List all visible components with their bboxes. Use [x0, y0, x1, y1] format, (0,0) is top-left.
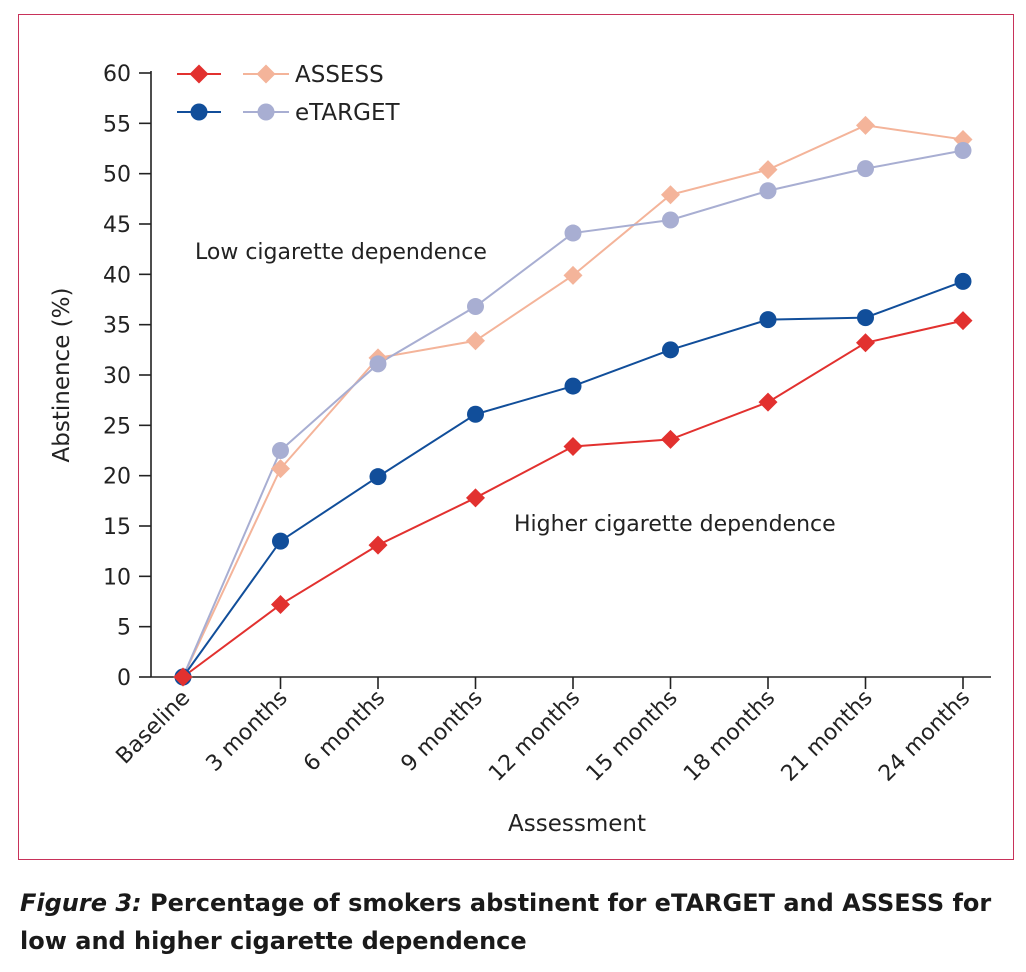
legend-marker-light [256, 64, 276, 84]
data-point-assess-3 [856, 333, 875, 353]
y-tick-label: 55 [103, 112, 131, 137]
legend-marker-dark [190, 103, 208, 121]
data-point-assess-3 [271, 595, 290, 615]
data-point-assess-0 [563, 265, 583, 285]
data-point-etarget-2 [759, 311, 777, 329]
x-tick-label: 24 months [874, 686, 975, 787]
x-tick-label: Baseline [112, 686, 196, 770]
data-point-etarget-1 [954, 142, 972, 160]
data-point-etarget-1 [272, 442, 289, 459]
data-point-etarget-1 [662, 211, 679, 229]
data-point-assess-0 [466, 331, 485, 351]
data-point-assess-3 [758, 392, 778, 412]
data-point-assess-0 [661, 185, 680, 205]
figure-frame: 0 5 10 15 20 25 30 35 40 45 50 55 60 Baseline 3 months… [18, 14, 1014, 860]
figure-caption-label: Figure 3: [20, 889, 142, 917]
data-point-etarget-2 [467, 405, 484, 423]
x-tick-label: 15 months [582, 686, 683, 787]
y-tick-label: 25 [103, 414, 131, 439]
y-tick-label: 10 [103, 565, 131, 590]
legend-marker-dark [189, 64, 209, 84]
data-point-etarget-1 [467, 298, 484, 316]
y-tick-label: 30 [103, 364, 131, 389]
series-line-assess-3 [182, 319, 964, 678]
data-point-etarget-1 [759, 182, 777, 200]
data-point-etarget-2 [272, 532, 289, 550]
x-tick-label: 6 months [299, 686, 390, 777]
data-point-assess-3 [368, 535, 388, 555]
y-tick-label: 45 [103, 213, 131, 238]
figure-caption-text: Percentage of smokers abstinent for eTAR… [20, 889, 992, 955]
y-tick-label: 60 [103, 62, 131, 87]
data-point-etarget-1 [564, 224, 582, 242]
line-chart: 0 5 10 15 20 25 30 35 40 45 50 55 60 Baseline 3 months… [49, 62, 991, 837]
y-tick-label: 0 [117, 666, 131, 691]
legend-label: ASSESS [295, 62, 384, 88]
data-point-etarget-2 [564, 377, 582, 395]
data-point-assess-3 [661, 429, 680, 449]
series-layer [173, 115, 973, 687]
data-point-assess-0 [271, 459, 290, 479]
data-point-assess-3 [563, 436, 583, 456]
data-point-etarget-2 [662, 341, 679, 359]
legend: ASSESS eTARGET [177, 62, 400, 126]
x-tick-label: 12 months [484, 686, 585, 787]
data-point-etarget-2 [857, 309, 874, 327]
series-line-etarget-2 [182, 280, 964, 678]
data-point-etarget-1 [857, 160, 874, 178]
y-tick-label: 40 [103, 263, 131, 288]
x-tick-label: 9 months [397, 686, 488, 777]
data-point-etarget-1 [369, 355, 387, 373]
figure-caption: Figure 3: Percentage of smokers abstinen… [20, 884, 1010, 960]
series-line-assess-0 [182, 124, 964, 678]
y-tick-label: 15 [103, 515, 131, 540]
data-point-etarget-2 [369, 468, 387, 486]
annotation-low-dependence: Low cigarette dependence [195, 240, 487, 265]
data-point-assess-0 [758, 160, 778, 180]
y-tick-label: 35 [103, 314, 131, 339]
y-tick-label: 20 [103, 465, 131, 490]
x-tick-label: 3 months [202, 686, 293, 777]
annotation-higher-dependence: Higher cigarette dependence [514, 512, 836, 537]
x-tick-label: 18 months [679, 686, 780, 787]
legend-marker-light [257, 103, 275, 121]
y-tick-label: 5 [117, 616, 131, 641]
data-point-assess-0 [856, 115, 875, 135]
data-point-assess-3 [173, 667, 193, 687]
legend-label: eTARGET [295, 100, 400, 126]
y-axis-title: Abstinence (%) [49, 288, 75, 463]
x-axis-title: Assessment [508, 811, 646, 837]
data-point-etarget-2 [954, 272, 972, 290]
x-tick-label: 21 months [777, 686, 878, 787]
data-point-assess-3 [466, 488, 485, 508]
y-tick-label: 50 [103, 163, 131, 188]
data-point-assess-3 [953, 311, 973, 331]
